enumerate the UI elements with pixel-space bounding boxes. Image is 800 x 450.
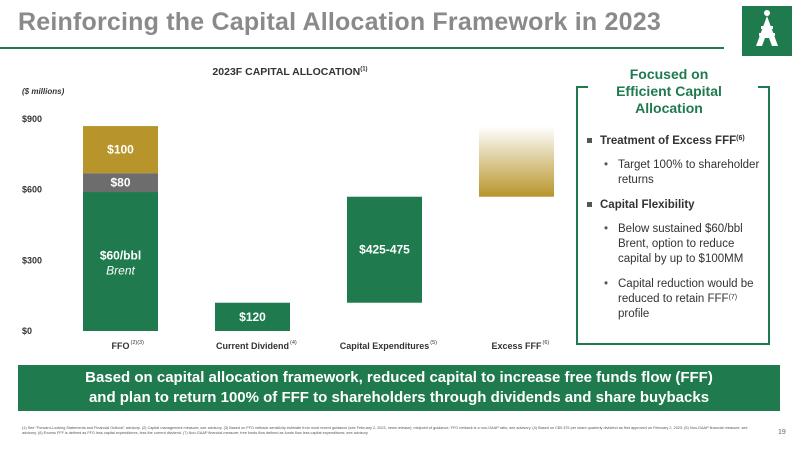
bar-segment — [83, 126, 158, 174]
x-category-label: Current Dividend — [216, 341, 289, 351]
chart-title-text: 2023F CAPITAL ALLOCATION — [212, 66, 361, 78]
focus-title-line: Focused on — [629, 66, 709, 82]
banner-line: Based on capital allocation framework, r… — [85, 369, 713, 386]
chart-title: 2023F CAPITAL ALLOCATION(1) — [180, 66, 400, 78]
x-category-label: Excess FFF — [491, 341, 542, 351]
bar-segment — [83, 192, 158, 331]
focus-item-sup: (6) — [736, 135, 745, 142]
bar-segment — [347, 196, 422, 303]
banner-line: and plan to return 100% of FFF to shareh… — [88, 389, 710, 406]
bar-value-label: $120 — [239, 310, 266, 324]
y-axis-units: ($ millions) — [22, 87, 65, 96]
focus-item-label: Treatment of Excess FFF — [600, 135, 737, 147]
x-category-sup: (5) — [430, 340, 437, 346]
bar-value-label: $80 — [110, 176, 130, 190]
bar-sublabel: Brent — [106, 264, 135, 278]
y-tick-label: $600 — [22, 185, 42, 195]
focus-sub-after: profile — [618, 308, 650, 320]
bar-segment — [83, 173, 158, 193]
x-category-label: FFO — [112, 341, 130, 351]
focus-title-line: Allocation — [635, 100, 703, 116]
focus-list: Treatment of Excess FFF(6) Target 100% t… — [584, 134, 768, 332]
focus-sub-item: Target 100% to shareholder returns — [584, 158, 768, 188]
page-number: 19 — [778, 429, 786, 436]
focus-item-label: Capital Flexibility — [600, 199, 695, 211]
focus-panel — [576, 86, 770, 345]
bar-value-label: $425-475 — [359, 243, 410, 257]
focus-item: Treatment of Excess FFF(6) — [584, 134, 768, 148]
bar-value-label: $60/bbl — [100, 249, 141, 263]
x-category-sup: (2)(3) — [131, 340, 145, 346]
focus-sub-item: Capital reduction would be reduced to re… — [584, 277, 768, 322]
focus-sub-text: Capital reduction would be reduced to re… — [618, 278, 754, 305]
title-divider — [0, 47, 724, 49]
chart-title-sup: (1) — [360, 66, 368, 73]
y-tick-label: $0 — [22, 326, 32, 336]
y-tick-label: $900 — [22, 114, 42, 124]
y-tick-label: $300 — [22, 255, 42, 265]
x-category-sup: (4) — [290, 340, 297, 346]
company-logo-icon — [742, 6, 792, 56]
focus-sub-sup: (7) — [728, 294, 738, 301]
bar-segment — [215, 302, 290, 331]
focus-panel-corner-left — [576, 86, 588, 88]
x-category-label: Capital Expenditures — [340, 341, 430, 351]
x-category-sup: (6) — [543, 340, 550, 346]
bar-value-label: $100 — [107, 143, 134, 157]
header: Reinforcing the Capital Allocation Frame… — [0, 0, 800, 44]
page-title: Reinforcing the Capital Allocation Frame… — [18, 8, 661, 36]
footnotes: (1) See "Forward-Looking Statements and … — [22, 426, 748, 435]
focus-sub-item: Below sustained $60/bbl Brent, option to… — [584, 222, 768, 267]
focus-title-line: Efficient Capital — [616, 83, 722, 99]
bar-segment — [479, 126, 554, 197]
summary-banner: Based on capital allocation framework, r… — [18, 365, 780, 411]
focus-item: Capital Flexibility — [584, 198, 768, 212]
focus-title: Focused on Efficient Capital Allocation — [594, 66, 744, 117]
focus-panel-corner-right — [758, 86, 770, 88]
